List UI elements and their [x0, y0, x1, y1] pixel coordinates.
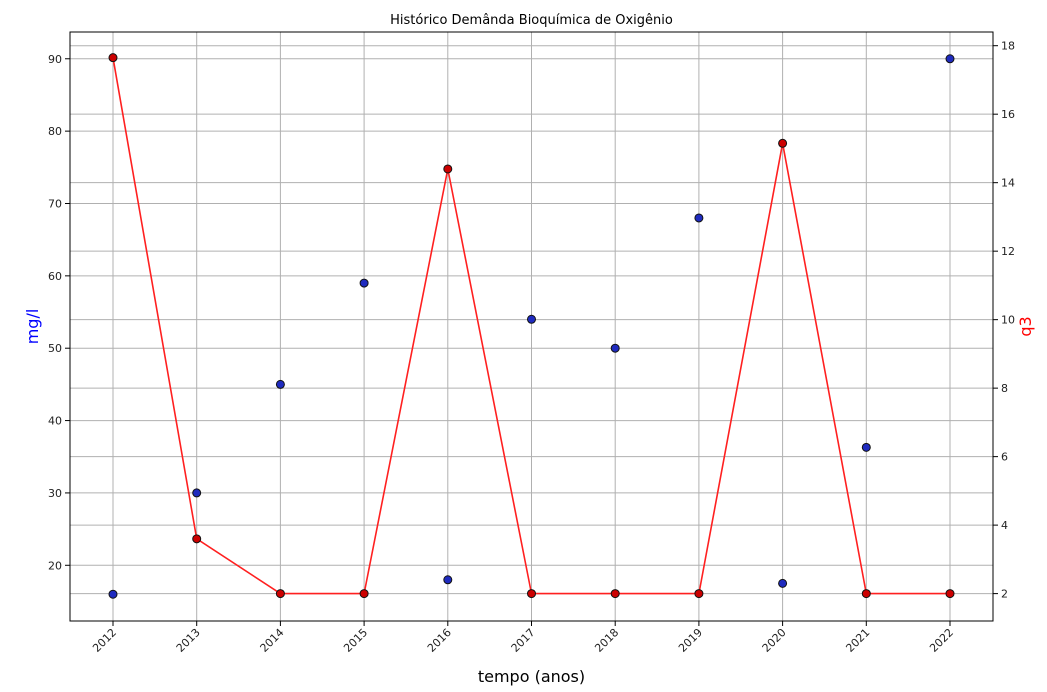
y-axis-label-left: mg/l — [23, 309, 42, 345]
y-tick-label-right: 4 — [1001, 519, 1008, 532]
y-tick-label-right: 14 — [1001, 177, 1015, 190]
x-tick-label: 2015 — [341, 626, 370, 655]
x-tick-label: 2016 — [425, 626, 454, 655]
mgl-point — [778, 578, 788, 588]
y-tick-label-left: 50 — [48, 342, 62, 355]
y-tick-label-right: 8 — [1001, 382, 1008, 395]
y-tick-label-left: 60 — [48, 270, 62, 283]
y-tick-label-left: 40 — [48, 415, 62, 428]
x-tick-label: 2021 — [843, 626, 872, 655]
y-tick-label-left: 30 — [48, 487, 62, 500]
q3-point — [108, 53, 118, 63]
mgl-point — [192, 488, 202, 498]
q3-point — [275, 589, 285, 599]
x-axis-label: tempo (anos) — [478, 667, 585, 686]
x-tick-label: 2014 — [258, 626, 287, 655]
x-tick-label: 2019 — [676, 626, 705, 655]
mgl-point — [275, 379, 285, 389]
mgl-point — [945, 54, 955, 64]
y-axis-label-right: q3 — [1016, 316, 1035, 336]
q3-point — [778, 138, 788, 148]
y-tick-label-left: 70 — [48, 197, 62, 210]
q3-point — [945, 589, 955, 599]
q3-point — [694, 589, 704, 599]
mgl-point — [359, 278, 369, 288]
y-tick-label-right: 10 — [1001, 314, 1015, 327]
mgl-point — [443, 575, 453, 585]
x-tick-label: 2012 — [90, 626, 119, 655]
y-tick-label-right: 12 — [1001, 245, 1015, 258]
plot-area — [108, 53, 955, 599]
x-tick-label: 2018 — [592, 626, 621, 655]
mgl-point — [527, 314, 536, 324]
y-tick-label-right: 2 — [1001, 588, 1008, 601]
grid — [70, 32, 993, 621]
chart-title: Histórico Demânda Bioquímica de Oxigênio — [390, 13, 673, 28]
y-tick-label-right: 6 — [1001, 451, 1008, 464]
q3-point — [359, 589, 369, 599]
mgl-point — [108, 589, 118, 599]
mgl-point — [610, 343, 620, 353]
x-tick-label: 2017 — [509, 626, 538, 655]
y-tick-label-right: 18 — [1001, 40, 1015, 53]
x-tick-label: 2020 — [760, 626, 789, 655]
y-tick-label-left: 90 — [48, 53, 62, 66]
mgl-point — [694, 213, 704, 223]
q3-point — [861, 589, 871, 599]
mgl-point — [861, 442, 871, 452]
x-tick-label: 2013 — [174, 626, 203, 655]
x-tick-label: 2022 — [927, 626, 956, 655]
y-tick-label-left: 80 — [48, 125, 62, 138]
q3-point — [192, 534, 202, 544]
q3-point — [527, 589, 536, 599]
q3-point — [610, 589, 620, 599]
q3-point — [443, 164, 453, 174]
y-tick-label-right: 16 — [1001, 108, 1015, 121]
y-tick-label-left: 20 — [48, 559, 62, 572]
